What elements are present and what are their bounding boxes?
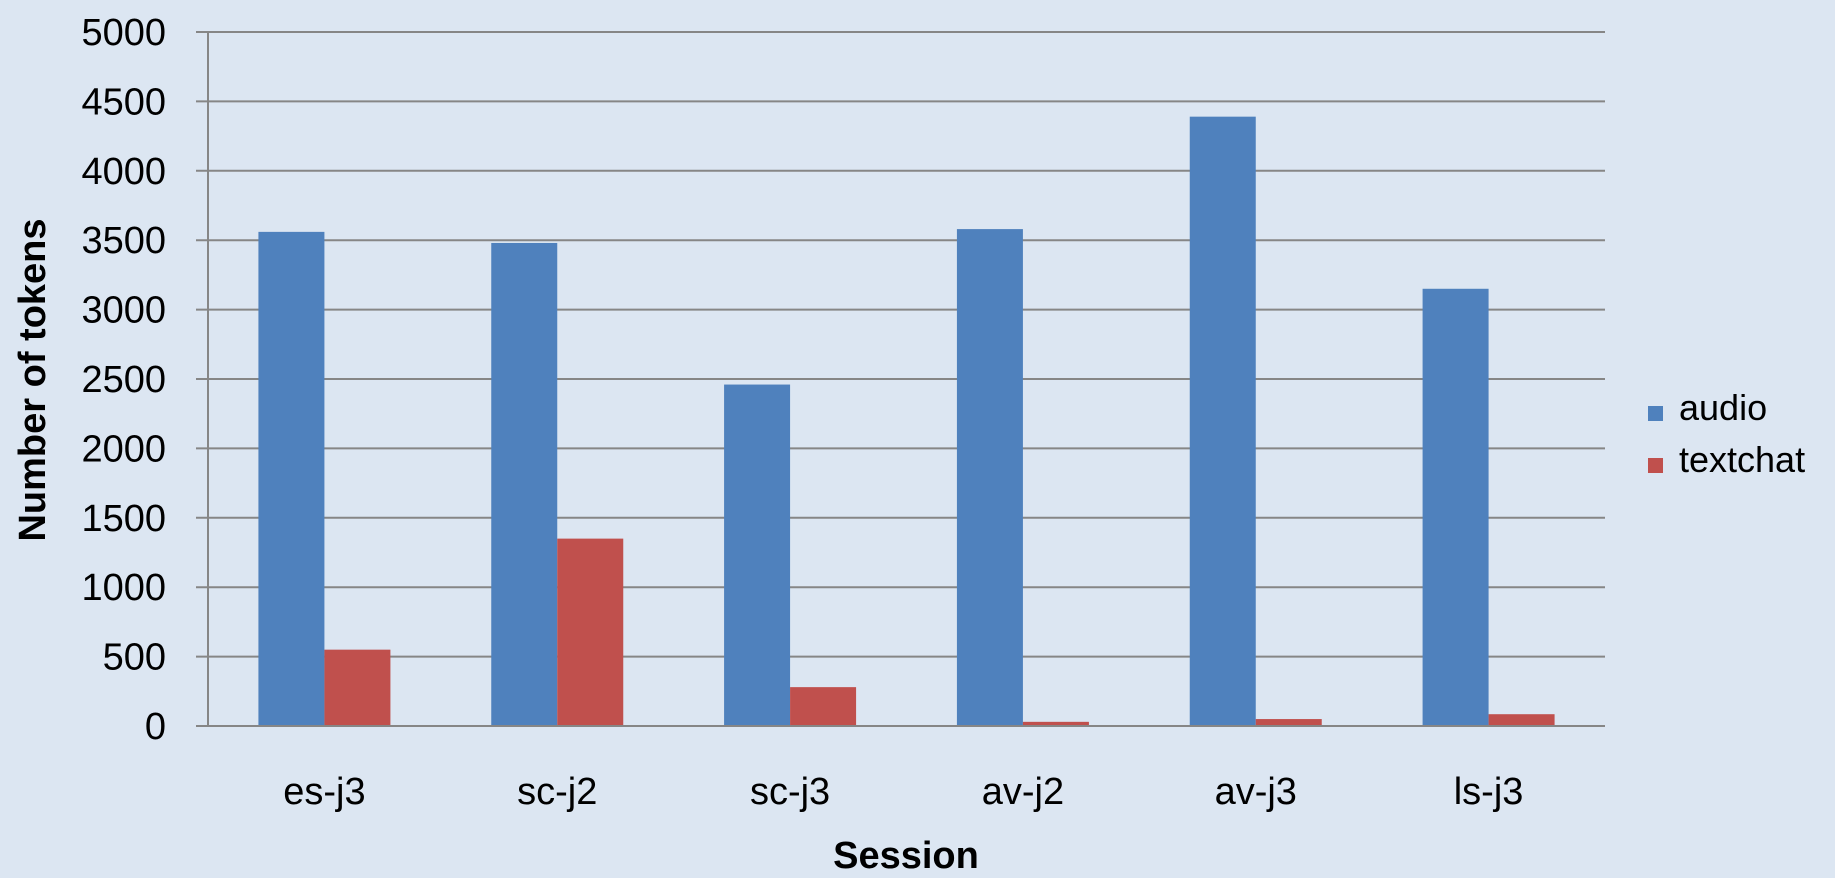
y-axis-title: Number of tokens <box>12 218 54 541</box>
y-tick-label: 5000 <box>81 12 166 54</box>
y-tick-label: 0 <box>145 706 166 748</box>
bar-textchat-av-j2 <box>1022 721 1089 726</box>
bar-textchat-ls-j3 <box>1488 714 1555 726</box>
bar-audio-av-j2 <box>956 229 1023 726</box>
bar-audio-sc-j2 <box>491 242 558 726</box>
x-tick-label: av-j3 <box>1215 771 1297 813</box>
legend-label-audio: audio <box>1679 387 1767 428</box>
bar-audio-ls-j3 <box>1422 288 1489 726</box>
y-tick-label: 3000 <box>81 290 166 332</box>
legend: audio textchat <box>1648 387 1805 480</box>
y-tick-label: 1500 <box>81 498 166 540</box>
bar-textchat-es-j3 <box>324 649 391 726</box>
x-axis-title: Session <box>833 835 979 873</box>
x-tick-label: es-j3 <box>283 771 365 813</box>
x-tick-label: sc-j2 <box>517 771 597 813</box>
x-tick-label: av-j2 <box>982 771 1064 813</box>
y-tick-label: 2000 <box>81 428 166 470</box>
bar-textchat-av-j3 <box>1255 719 1322 726</box>
legend-swatch-audio <box>1648 406 1663 421</box>
bar-audio-sc-j3 <box>724 384 791 726</box>
gridlines <box>196 31 1605 658</box>
y-tick-label: 3500 <box>81 220 166 262</box>
y-tick-label: 4500 <box>81 81 166 123</box>
y-tick-label: 1000 <box>81 567 166 609</box>
x-tick-label: ls-j3 <box>1454 771 1524 813</box>
legend-swatch-textchat <box>1648 458 1663 473</box>
y-axis-ticks: 0 500 1000 1500 2000 2500 3000 3500 4000 4500 5000 <box>81 12 166 748</box>
y-tick-label: 500 <box>103 637 166 679</box>
bar-textchat-sc-j3 <box>790 687 857 726</box>
bar-audio-av-j3 <box>1189 116 1256 727</box>
legend-label-textchat: textchat <box>1679 439 1805 480</box>
x-tick-label: sc-j3 <box>750 771 830 813</box>
bar-audio-es-j3 <box>258 231 325 726</box>
x-axis-ticks: es-j3 sc-j2 sc-j3 av-j2 av-j3 ls-j3 <box>283 771 1523 813</box>
y-tick-label: 4000 <box>81 151 166 193</box>
bars <box>258 116 1555 727</box>
bar-textchat-sc-j2 <box>557 538 624 726</box>
y-tick-label: 2500 <box>81 359 166 401</box>
